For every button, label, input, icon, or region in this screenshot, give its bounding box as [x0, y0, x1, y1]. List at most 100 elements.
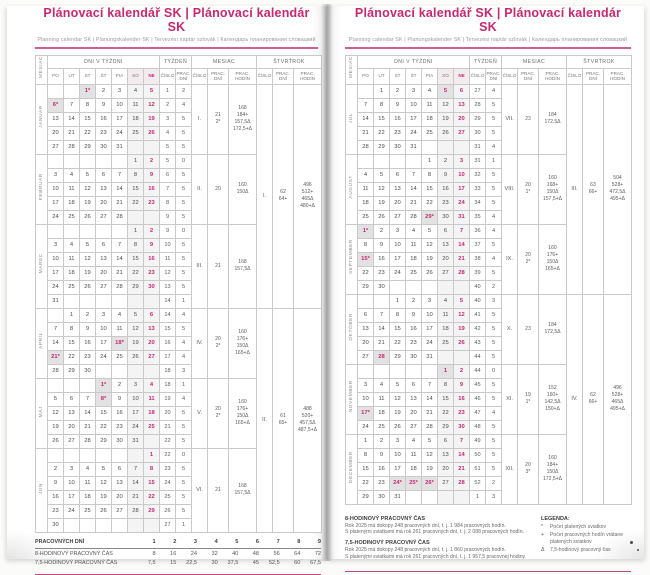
week-workdays-cell: 0 [485, 363, 503, 379]
week-workdays-cell: 5 [175, 181, 193, 197]
week-workdays-cell: 5 [485, 307, 503, 323]
week-number-cell: 33 [469, 181, 487, 197]
day-cell [111, 153, 128, 169]
day-cell: 25 [111, 349, 128, 365]
day-cell: 2 [373, 433, 390, 449]
day-cell: 7 [357, 97, 374, 113]
week-number-cell: 18 [159, 377, 177, 393]
month-workdays-cell: 20 1* [517, 153, 540, 225]
day-cell: 22 [389, 335, 406, 351]
week-workdays-cell: 5 [175, 125, 193, 141]
week-row: 29 30 31 1 3 [346, 489, 632, 505]
day-cell [421, 489, 438, 505]
legend-text: Počet pracovných hodín vrátane platených… [550, 532, 624, 545]
value-line: 495+Δ [610, 196, 625, 203]
value-line: 160 [238, 399, 247, 406]
value-line: 2* [215, 413, 221, 420]
value-line: 61 [280, 413, 286, 420]
week-number-cell: 52 [469, 475, 487, 491]
week-number-cell: 8 [159, 195, 177, 211]
week-row: 27 28 29 30 31 5 5 [36, 139, 322, 155]
day-cell: 7 [452, 223, 471, 239]
day-cell: 17 [47, 265, 64, 281]
day-cell: 26 [452, 335, 471, 351]
day-cell: 28 [79, 433, 96, 449]
day-cell: 20 [63, 419, 80, 435]
day-cell: 5 [421, 223, 438, 239]
week-workdays-cell: 4 [485, 251, 503, 267]
day-cell: 11 [79, 475, 96, 491]
worked-days-value: 8 [152, 550, 156, 557]
day-cell: 3 [421, 293, 438, 309]
quarter-number-cell: IV. [566, 293, 584, 505]
week-workdays-cell: 5 [175, 419, 193, 435]
day-cell: 21 [79, 419, 96, 435]
value-line: 160 [548, 175, 557, 182]
day-cell: 25 [437, 335, 454, 351]
month-name: DECEMBER [345, 433, 358, 505]
day-cell [127, 447, 144, 463]
worked-days-value: 30 [211, 559, 218, 566]
day-cell [142, 363, 161, 379]
value-line: 495+Δ [610, 406, 625, 413]
day-name-header: PIA [111, 67, 128, 85]
page-content-right: MESIAC DNI V TÝŽDNI TÝŽDEŇ MESIAC ŠTVRŤROK PO… [327, 49, 644, 573]
week-row: 8 9 10 11 12 13 14 50 5 [346, 447, 632, 463]
month-number-cell: V. [191, 377, 209, 449]
group-header: MESIAC [191, 54, 258, 69]
group-header: ŠTVRŤROK [566, 54, 633, 69]
day-cell [47, 153, 64, 169]
week-workdays-cell: 5 [175, 209, 193, 225]
day-cell: 21 [127, 489, 144, 505]
day-cell [437, 139, 454, 155]
month-name: JANUÁR [35, 83, 48, 155]
week-workdays-cell: 5 [485, 349, 503, 365]
day-cell: 11 [111, 321, 128, 337]
week-workdays-cell: 3 [485, 293, 503, 309]
value-line: 520+ [301, 413, 314, 420]
week-number-cell: 20 [159, 405, 177, 421]
day-cell [127, 517, 144, 533]
group-header: TÝŽDEŇ [469, 54, 503, 69]
worked-days-value: 32 [211, 550, 218, 557]
page-content-left: MESIAC DNI V TÝŽDNI TÝŽDEŇ MESIAC ŠTVRŤROK PO… [7, 49, 327, 575]
week-workdays-cell: 5 [175, 433, 193, 449]
day-cell: 5 [421, 433, 438, 449]
day-cell: 30 [373, 279, 390, 295]
day-cell: 10 [452, 167, 471, 183]
value-line: 172,5+Δ [542, 476, 563, 483]
day-cell [127, 139, 144, 155]
legend-item: Δ 7,5-hodinový pracovný čas [541, 547, 631, 554]
day-cell [111, 447, 128, 463]
day-cell [421, 139, 438, 155]
week-workdays-cell: 5 [485, 447, 503, 463]
day-cell: 13 [142, 321, 161, 337]
day-cell: 17 [47, 195, 64, 211]
day-cell: 4 [357, 167, 374, 183]
value-line: 23 [525, 325, 531, 332]
day-cell: 1 [142, 447, 161, 463]
week-row: 23 24 25 26 27 28 29 26 5 [36, 503, 322, 519]
day-cell: 17 [389, 251, 406, 267]
day-cell: 2 [389, 83, 406, 99]
month-name: AUGUST [345, 153, 358, 225]
day-cell: 24 [47, 209, 64, 225]
day-cell: 26 [127, 349, 144, 365]
day-cell: 2 [111, 377, 128, 393]
week-row: 11 12 13 14 15 16 17 33 5 [346, 181, 632, 197]
day-cell: 5 [373, 167, 390, 183]
day-cell: 9 [405, 307, 422, 323]
day-cell: 29 [437, 419, 454, 435]
day-cell: 22 [373, 125, 390, 141]
week-number-cell: 18 [159, 363, 177, 379]
quarter-workdays-cell: 62 64+ [272, 83, 295, 309]
month-number-cell: II. [191, 153, 209, 225]
month-axis-label: MESIAC [345, 54, 358, 85]
month-axis-label: MESIAC [35, 54, 48, 85]
month-workdays-cell: 21 2* [207, 83, 230, 155]
week-row: 15 16 17 18 19 20 21 51 5 [346, 461, 632, 477]
day-cell [142, 139, 161, 155]
day-cell: 7 [421, 377, 438, 393]
value-line: 150Δ [236, 343, 249, 350]
month-hours-cell: 152 160+ 142,5Δ 150+Δ [538, 363, 568, 435]
